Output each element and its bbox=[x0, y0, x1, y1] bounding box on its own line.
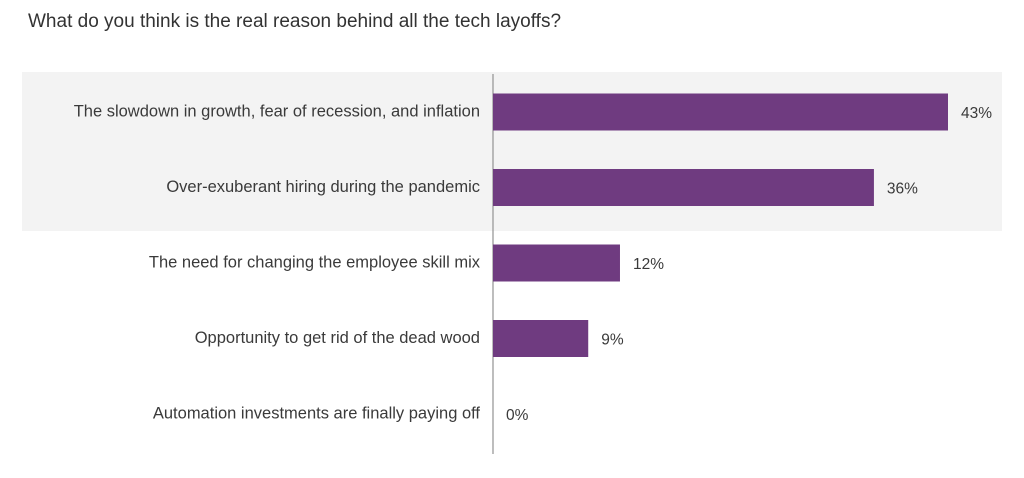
value-label-5: 0% bbox=[506, 407, 529, 424]
value-label-3: 12% bbox=[633, 256, 664, 273]
bar-1 bbox=[493, 93, 948, 131]
value-label-1: 43% bbox=[961, 105, 992, 122]
category-label-2: Over-exuberant hiring during the pandemi… bbox=[166, 178, 480, 196]
bar-2 bbox=[493, 169, 874, 206]
category-label-1: The slowdown in growth, fear of recessio… bbox=[74, 102, 480, 120]
value-label-4: 9% bbox=[601, 332, 624, 349]
chart-title: What do you think is the real reason beh… bbox=[28, 11, 562, 32]
bar-4 bbox=[493, 320, 589, 357]
category-label-5: Automation investments are finally payin… bbox=[153, 404, 481, 422]
category-label-3: The need for changing the employee skill… bbox=[149, 253, 481, 271]
category-label-4: Opportunity to get rid of the dead wood bbox=[195, 329, 480, 347]
value-label-2: 36% bbox=[887, 181, 918, 198]
bar-3 bbox=[493, 244, 620, 282]
